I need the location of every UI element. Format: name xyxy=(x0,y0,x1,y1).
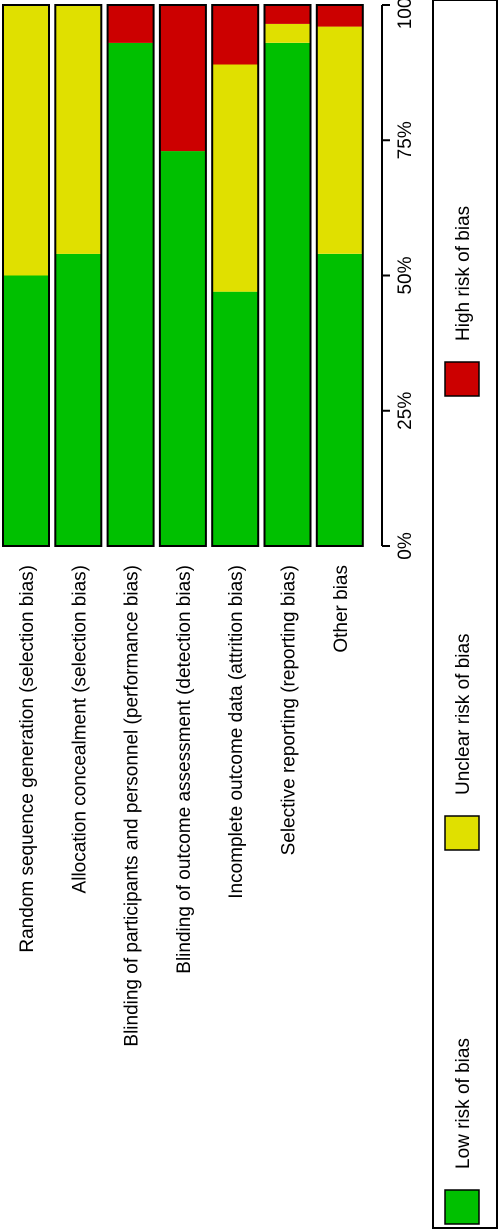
bar-segment-low-risk-of-bias-4 xyxy=(159,151,206,546)
bar-segment-unclear-risk-of-bias-1 xyxy=(3,5,49,276)
legend: Low risk of bias Unclear risk of bias High… xyxy=(432,0,498,1229)
bar-segment-low-risk-of-bias-2 xyxy=(55,253,102,546)
bar-segment-unclear-risk-of-bias-7 xyxy=(316,26,363,254)
bar-outline-5 xyxy=(211,4,260,547)
bar-outline-3 xyxy=(106,4,155,547)
bar-outline-2 xyxy=(54,4,103,547)
category-label-1: Random sequence generation (selection bi… xyxy=(17,565,38,953)
legend-label-high-risk-of-bias: High risk of bias xyxy=(453,206,474,341)
bars-group xyxy=(2,4,364,547)
legend-frame xyxy=(432,0,498,1229)
bar-outline-4 xyxy=(158,4,207,547)
bar-segment-unclear-risk-of-bias-2 xyxy=(55,5,102,254)
bar-segment-low-risk-of-bias-6 xyxy=(264,42,311,547)
legend-swatch-unclear-risk-of-bias xyxy=(444,815,480,851)
bar-outline-7 xyxy=(315,4,364,547)
percent-axis: 0% 25% 50% 75% 100% xyxy=(381,0,416,560)
category-label-2: Allocation concealment (selection bias) xyxy=(69,565,90,893)
bar-segment-unclear-risk-of-bias-6 xyxy=(264,23,311,43)
category-label-7: Other bias xyxy=(331,565,352,653)
bar-segment-high-risk-of-bias-3 xyxy=(107,5,154,43)
category-label-3: Blinding of participants and personnel (… xyxy=(122,565,143,1047)
axis-tick-label-75: 75% xyxy=(395,121,416,159)
bar-segment-high-risk-of-bias-6 xyxy=(264,5,311,24)
category-label-5: Incomplete outcome data (attrition bias) xyxy=(226,565,247,899)
legend-label-unclear-risk-of-bias: Unclear risk of bias xyxy=(453,633,474,795)
axis-tick-label-0: 0% xyxy=(395,532,416,560)
legend-swatch-low-risk-of-bias xyxy=(444,1189,480,1225)
axis-tick-label-25: 25% xyxy=(395,392,416,430)
category-labels: Random sequence generation (selection bi… xyxy=(17,565,352,1047)
bar-segment-unclear-risk-of-bias-5 xyxy=(212,64,259,292)
bar-outline-1 xyxy=(2,4,50,547)
bar-segment-high-risk-of-bias-4 xyxy=(159,5,206,152)
category-label-6: Selective reporting (reporting bias) xyxy=(279,565,300,855)
category-label-4: Blinding of outcome assessment (detectio… xyxy=(174,565,195,974)
bar-segment-low-risk-of-bias-5 xyxy=(212,291,259,546)
bar-segment-low-risk-of-bias-1 xyxy=(3,275,49,546)
legend-swatch-high-risk-of-bias xyxy=(444,361,480,397)
bar-segment-high-risk-of-bias-5 xyxy=(212,5,259,65)
legend-label-low-risk-of-bias: Low risk of bias xyxy=(453,1038,474,1169)
axis-tick-label-100: 100% xyxy=(395,0,416,29)
bar-outline-6 xyxy=(263,4,312,547)
bar-segment-low-risk-of-bias-7 xyxy=(316,253,363,546)
axis-tick-label-50: 50% xyxy=(395,256,416,294)
bar-segment-low-risk-of-bias-3 xyxy=(107,42,154,547)
bar-segment-high-risk-of-bias-7 xyxy=(316,5,363,27)
